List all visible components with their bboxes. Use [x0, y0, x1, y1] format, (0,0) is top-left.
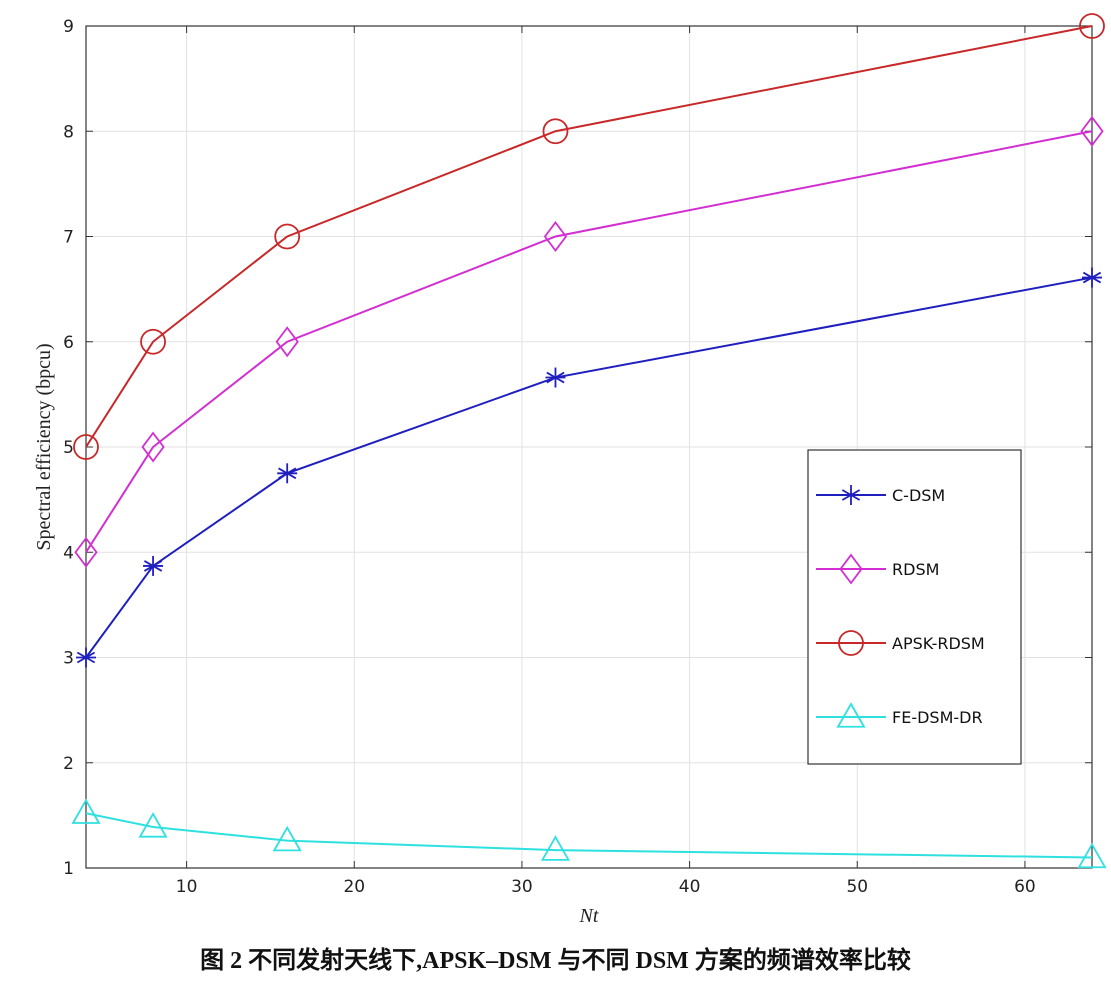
legend-label: C-DSM [892, 486, 945, 505]
x-tick-label: 30 [511, 877, 533, 897]
series-line-apsk-rdsm [85, 25, 1093, 448]
data-point-c-dsm [143, 555, 164, 576]
legend: C-DSM RDSM APSK-RDSM FE-DSM-DR [807, 449, 1022, 765]
series-c-dsm [76, 267, 1102, 668]
data-point-rdsm [74, 536, 98, 568]
y-tick-label: 3 [63, 649, 74, 669]
chart: 10 20 30 40 50 60 1 2 3 4 5 6 7 8 9 Nt Spectral effici… [33, 13, 1107, 927]
series-line-rdsm [85, 130, 1093, 553]
data-point-fe-dsm-dr [138, 812, 168, 838]
legend-box [807, 449, 1022, 765]
data-point-apsk-rdsm [542, 118, 569, 145]
data-point-rdsm [543, 221, 568, 252]
axis-ticks: 10 20 30 40 50 60 1 2 3 4 5 6 7 8 9 [63, 17, 1092, 897]
data-point-c-dsm [1082, 267, 1102, 288]
legend-label: FE-DSM-DR [892, 708, 983, 727]
data-point-c-dsm [545, 367, 566, 388]
y-tick-label: 7 [63, 228, 74, 248]
y-tick-label: 8 [63, 122, 74, 142]
legend-label: APSK-RDSM [892, 634, 985, 653]
x-tick-label: 40 [679, 877, 701, 897]
x-tick-label: 50 [846, 877, 868, 897]
y-axis-label: Spectral efficiency (bpcu) [33, 343, 55, 550]
y-tick-label: 5 [63, 438, 74, 458]
series-rdsm [74, 115, 1104, 568]
data-point-apsk-rdsm [274, 223, 301, 250]
series-layer [71, 13, 1107, 869]
figure-caption: 图 2 不同发射天线下,APSK–DSM 与不同 DSM 方案的频谱效率比较 [200, 948, 911, 974]
data-point-fe-dsm-dr [71, 798, 101, 824]
data-point-fe-dsm-dr [272, 825, 302, 852]
legend-item-fe-dsm-dr: FE-DSM-DR [816, 702, 983, 728]
data-point-c-dsm [76, 647, 96, 668]
legend-label: RDSM [892, 560, 939, 579]
legend-marker [838, 630, 864, 656]
y-tick-label: 2 [63, 754, 74, 774]
data-point-apsk-rdsm [140, 328, 166, 355]
data-point-c-dsm [277, 463, 298, 484]
x-tick-label: 10 [176, 877, 198, 897]
series-apsk-rdsm [73, 13, 1105, 460]
data-point-rdsm [275, 326, 299, 358]
data-point-fe-dsm-dr [1077, 842, 1107, 869]
legend-item-c-dsm: C-DSM [816, 485, 945, 505]
x-axis-label: Nt [579, 905, 599, 927]
x-tick-label: 20 [343, 877, 365, 897]
legend-item-apsk-rdsm: APSK-RDSM [816, 630, 985, 656]
y-tick-label: 4 [63, 543, 74, 563]
y-tick-label: 6 [63, 333, 74, 353]
data-point-apsk-rdsm [1079, 13, 1105, 39]
x-tick-label: 60 [1014, 877, 1036, 897]
legend-marker [839, 553, 863, 585]
legend-marker [836, 702, 866, 728]
y-tick-label: 9 [63, 17, 74, 37]
data-point-rdsm [141, 431, 165, 463]
series-fe-dsm-dr [71, 798, 1107, 869]
data-point-fe-dsm-dr [540, 835, 571, 861]
grid [86, 25, 1092, 869]
series-line-fe-dsm-dr [85, 812, 1093, 859]
legend-item-rdsm: RDSM [816, 553, 939, 585]
data-point-apsk-rdsm [73, 434, 99, 460]
data-point-rdsm [1080, 115, 1104, 147]
y-tick-label: 1 [63, 859, 74, 879]
legend-marker [841, 485, 861, 505]
